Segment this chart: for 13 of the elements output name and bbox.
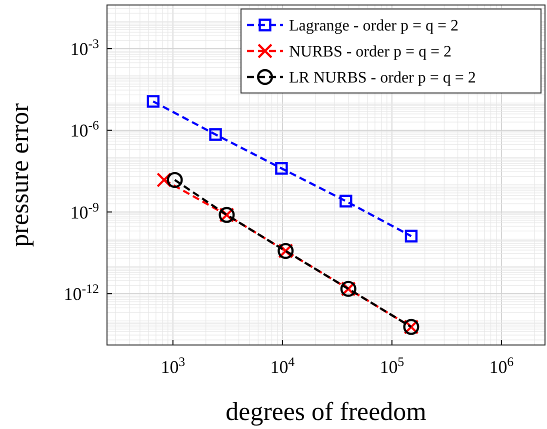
- y-tick-label: 10$^{-9}$: [70, 198, 99, 222]
- legend-label: NURBS - order p = q = 2: [289, 44, 452, 61]
- y-tick-label: 10$^{-3}$: [70, 35, 99, 59]
- x-axis-title: degrees of freedom: [226, 397, 426, 426]
- y-tick-label: 10$^{-6}$: [70, 117, 100, 141]
- x-tick-label: 10$^{4}$: [270, 354, 296, 377]
- x-tick-label: 10$^{6}$: [489, 354, 514, 377]
- x-tick-label: 10$^{5}$: [380, 354, 404, 377]
- y-tick-label: 10$^{-12}$: [64, 280, 99, 304]
- x-tick-label: 10$^{3}$: [160, 354, 186, 377]
- y-axis-title: pressure error: [5, 102, 34, 247]
- legend-label: Lagrange - order p = q = 2: [289, 18, 459, 35]
- legend-label: LR NURBS - order p = q = 2: [289, 70, 476, 87]
